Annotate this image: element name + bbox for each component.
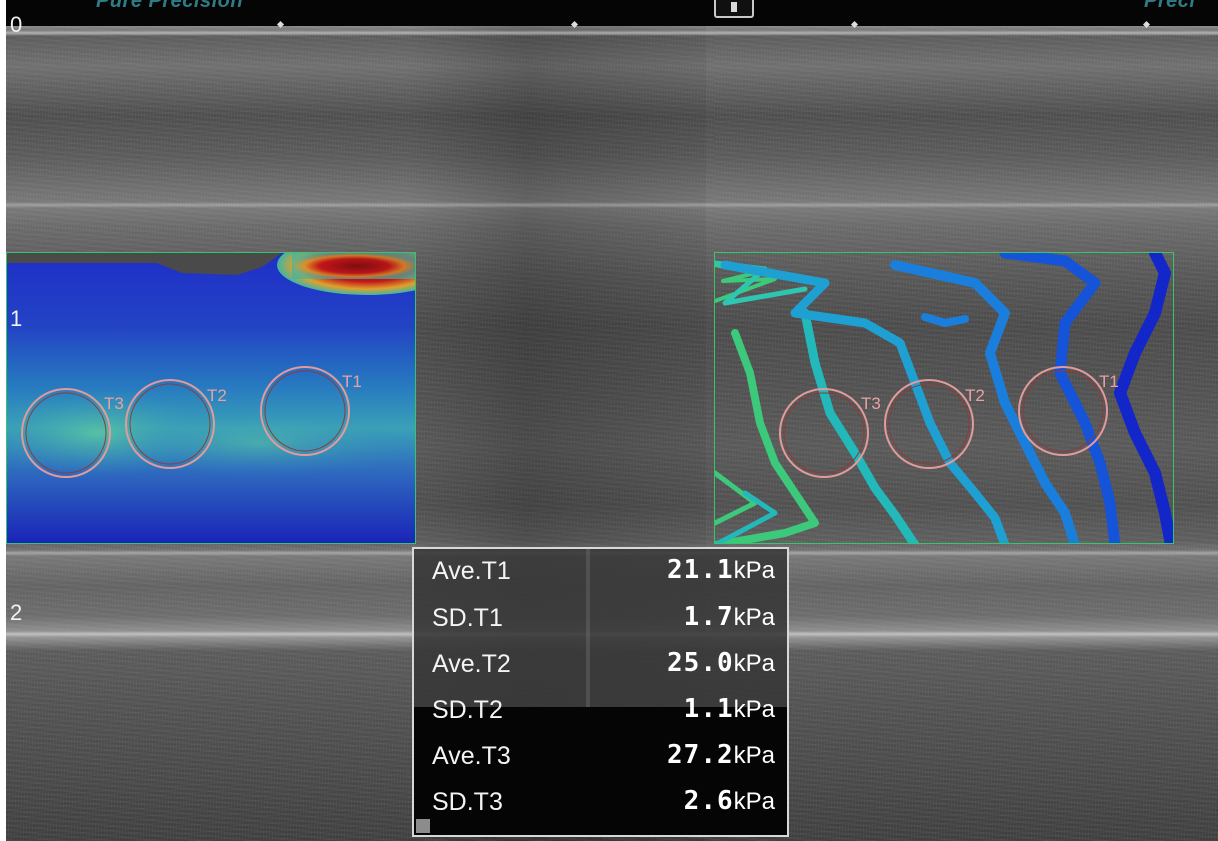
roi-circle-t3[interactable] xyxy=(21,388,111,478)
panel-resize-handle[interactable] xyxy=(416,819,430,833)
roi-circle-right-t3[interactable] xyxy=(779,388,869,478)
propagation-roi-box[interactable]: T3 T2 T1 xyxy=(714,252,1174,544)
result-row: Ave.T1 21.1kPa xyxy=(414,551,787,595)
roi-label-t3: T3 xyxy=(104,394,124,413)
roi-circle-right-t1[interactable] xyxy=(1018,366,1108,456)
result-label: Ave.T1 xyxy=(432,557,511,585)
result-label: Ave.T2 xyxy=(432,650,511,678)
result-row: Ave.T2 25.0kPa xyxy=(414,644,787,688)
roi-label-right-t1: T1 xyxy=(1099,372,1119,391)
result-row: SD.T1 1.7kPa xyxy=(414,598,787,642)
top-banner: Pure Precision Preci xyxy=(6,0,1218,30)
result-value: 27.2kPa xyxy=(667,740,775,770)
result-label: SD.T1 xyxy=(432,604,503,632)
depth-label-0: 0 xyxy=(10,12,23,37)
depth-label-2: 2 xyxy=(10,600,23,625)
brand-logo-left: Pure Precision xyxy=(96,0,244,12)
roi-circle-t1[interactable] xyxy=(260,366,350,456)
roi-label-t1: T1 xyxy=(342,372,362,391)
roi-label-t2: T2 xyxy=(207,386,227,405)
roi-circles-left: T3 T2 T1 xyxy=(21,366,362,478)
result-value: 1.1kPa xyxy=(683,694,775,724)
freeze-icon[interactable] xyxy=(714,0,754,18)
roi-circle-t2[interactable] xyxy=(125,379,215,469)
brand-logo-right: Preci xyxy=(1144,0,1196,12)
right-image-panel: T3 T2 T1 xyxy=(714,26,1218,841)
result-label: SD.T3 xyxy=(432,788,503,816)
result-value: 21.1kPa xyxy=(667,555,775,585)
result-value: 1.7kPa xyxy=(683,602,775,632)
result-row: Ave.T3 27.2kPa xyxy=(414,736,787,780)
result-label: Ave.T3 xyxy=(432,742,511,770)
ultrasound-frame: Pure Precision Preci xyxy=(6,0,1218,841)
result-row: SD.T3 2.6kPa xyxy=(414,782,787,826)
depth-label-1: 1 xyxy=(10,306,23,331)
elastography-roi-box[interactable]: T3 T2 T1 xyxy=(6,252,416,544)
measurement-results-panel: Ave.T1 21.1kPa SD.T1 1.7kPa Ave.T2 25.0k… xyxy=(412,547,789,837)
roi-circles-right: T3 T2 T1 xyxy=(779,366,1119,478)
result-value: 25.0kPa xyxy=(667,648,775,678)
roi-label-right-t3: T3 xyxy=(861,394,881,413)
result-row: SD.T2 1.1kPa xyxy=(414,690,787,734)
roi-circle-right-t2[interactable] xyxy=(884,379,974,469)
result-label: SD.T2 xyxy=(432,696,503,724)
roi-label-right-t2: T2 xyxy=(965,386,985,405)
result-value: 2.6kPa xyxy=(683,786,775,816)
